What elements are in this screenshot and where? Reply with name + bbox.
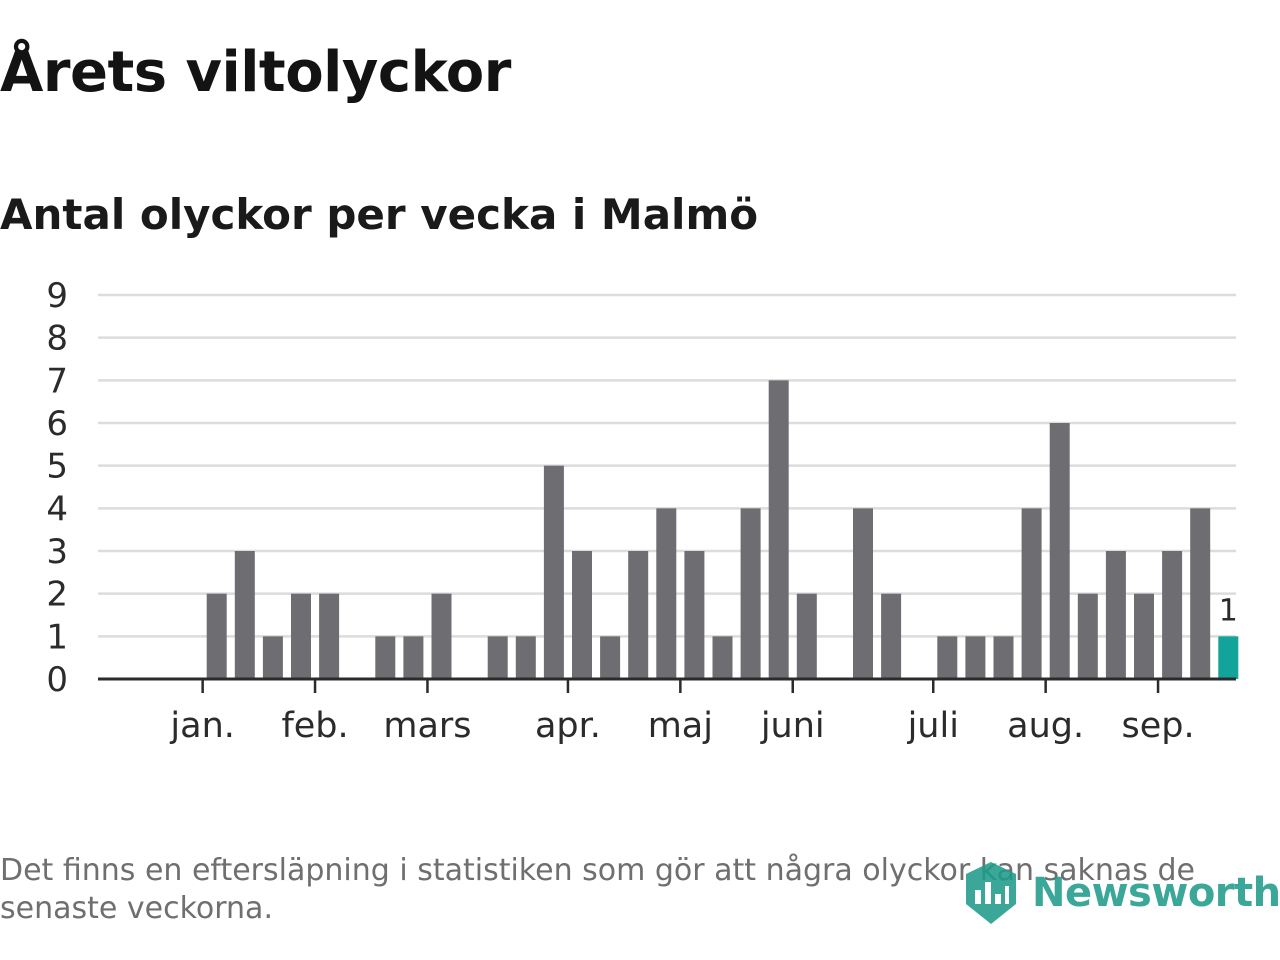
x-axis-ticks: jan. feb. mars apr. maj juni juli aug. sep. [169,679,1195,746]
chart-subtitle: Antal olyckor per vecka i Malmö [0,190,759,239]
bar [291,593,311,679]
y-tick-label: 1 [46,617,68,657]
bar [740,508,761,679]
bar [1077,593,1098,679]
bar [1190,508,1211,679]
x-tick-label: mars [383,706,471,746]
chart-title: Årets viltolyckor [0,40,511,105]
gridlines [98,293,1236,638]
y-tick-label: 8 [46,319,68,359]
bar [403,636,424,679]
y-tick-label: 9 [46,276,68,316]
bar [712,636,733,679]
bar [1049,423,1070,679]
bar [572,551,592,679]
brand-logo: Newsworthy [964,860,1280,926]
x-tick-label: apr. [535,706,601,746]
brand-name: Newsworthy [1032,870,1280,916]
bars [206,380,1239,679]
bar [600,636,621,679]
bar [684,551,705,679]
bar [965,636,986,679]
bar [515,636,536,679]
bar [234,551,255,679]
y-tick-label: 4 [46,489,68,529]
bar [656,508,677,679]
data-labels: 1 [1219,593,1238,628]
bar [881,593,902,679]
x-tick-label: aug. [1007,706,1084,746]
bar [768,380,789,679]
bar [1162,551,1183,679]
x-tick-label: maj [648,706,713,746]
data-label: 1 [1219,593,1238,628]
bar-highlighted [1218,636,1239,679]
bar [1134,593,1154,679]
bar [1021,508,1042,679]
bar [937,636,958,679]
y-tick-label: 7 [46,361,68,401]
bar [262,636,283,679]
y-tick-label: 0 [46,660,68,700]
bar [628,551,649,679]
y-tick-label: 5 [46,447,68,487]
bar [487,636,508,679]
x-tick-label: feb. [281,706,348,746]
bar [853,508,873,679]
bar [431,593,452,679]
bar [375,636,396,679]
bar [993,636,1014,679]
y-tick-label: 2 [46,575,68,615]
y-tick-label: 6 [46,404,68,444]
x-tick-label: juni [760,706,825,746]
bar [319,593,340,679]
bar [796,593,817,679]
x-tick-label: sep. [1121,706,1194,746]
bar [1105,551,1126,679]
bar [206,593,227,679]
y-tick-label: 3 [46,532,68,572]
x-tick-label: juli [907,706,959,746]
bar [543,465,564,679]
newsworthy-logo-icon [966,862,1016,924]
x-tick-label: jan. [169,706,234,746]
